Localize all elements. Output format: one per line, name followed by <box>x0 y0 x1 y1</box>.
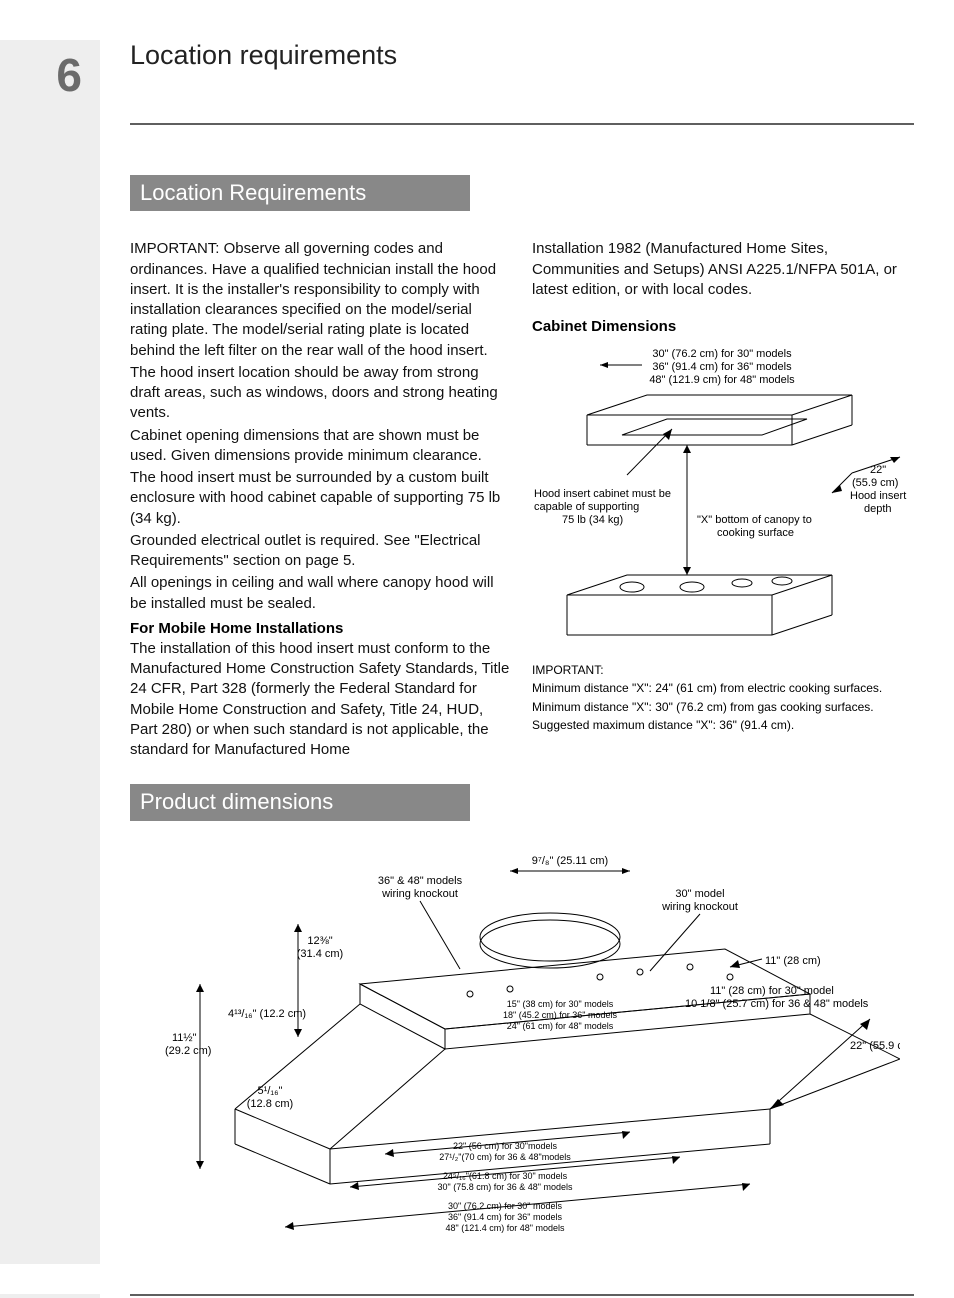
para: The installation of this hood insert mus… <box>130 639 512 761</box>
mobile-head: For Mobile Home Installations <box>130 620 512 637</box>
dim-label: 75 lb (34 kg) <box>562 514 623 526</box>
dim-label: 30" (76.2 cm) for 30" models <box>652 348 792 360</box>
bottom-bar <box>0 1294 954 1298</box>
dim-label: 36" (91.4 cm) for 36" models <box>448 1212 562 1222</box>
dim-label: 11" (28 cm) <box>765 955 821 967</box>
dim-label: 22" (55.9 cm) <box>850 1040 900 1052</box>
dim-label: 48" (121.4 cm) for 48" models <box>446 1223 565 1233</box>
dim-label: 12⅜" <box>307 935 332 947</box>
diag-note: Minimum distance "X": 24" (61 cm) from e… <box>532 680 914 696</box>
dim-label: 24" (61 cm) for 48" models <box>507 1021 614 1031</box>
dim-label: 11" (28 cm) for 30" model <box>710 985 834 997</box>
dim-label: (31.4 cm) <box>297 948 343 960</box>
dim-label: capable of supporting <box>534 501 639 513</box>
dim-label: 9⁷/₈" (25.11 cm) <box>532 855 608 867</box>
dim-label: 30" model <box>675 888 724 900</box>
dim-label: (55.9 cm) <box>852 477 898 489</box>
dim-label: (12.8 cm) <box>247 1098 293 1110</box>
dim-label: 36" & 48" models <box>378 875 463 887</box>
para: The hood insert location should be away … <box>130 363 512 424</box>
location-two-col: IMPORTANT: Observe all governing codes a… <box>130 239 914 762</box>
dim-label: 11½" <box>172 1032 197 1044</box>
page-title: Location requirements <box>130 40 914 71</box>
diag-note: IMPORTANT: <box>532 662 914 678</box>
section-head-product: Product dimensions <box>130 784 470 820</box>
dim-label: wiring knockout <box>661 901 738 913</box>
para: Grounded electrical outlet is required. … <box>130 531 512 572</box>
diag-note: Minimum distance "X": 30" (76.2 cm) from… <box>532 699 914 715</box>
para: Installation 1982 (Manufactured Home Sit… <box>532 239 914 300</box>
col-left: IMPORTANT: Observe all governing codes a… <box>130 239 512 762</box>
dim-label: cooking surface <box>717 527 794 539</box>
dim-label: 4¹³/₁₆" (12.2 cm) <box>228 1008 306 1020</box>
dim-label: 10 1/8" (25.7 cm) for 36 & 48" models <box>685 998 869 1010</box>
product-diagram: 9⁷/₈" (25.11 cm) 36" & 48" models wiring… <box>130 849 914 1264</box>
dim-label: 22" <box>870 464 886 476</box>
dim-label: 15" (38 cm) for 30" models <box>507 999 614 1009</box>
dim-label: 5¹/₁₆" <box>258 1085 283 1097</box>
col-right: Installation 1982 (Manufactured Home Sit… <box>532 239 914 762</box>
dim-label: 30" (75.8 cm) for 36 & 48" models <box>438 1182 573 1192</box>
dim-label: 18" (45.2 cm) for 36" models <box>503 1010 617 1020</box>
cabinet-diagram: 30" (76.2 cm) for 30" models 36" (91.4 c… <box>532 345 914 733</box>
page-gutter: 6 <box>0 40 100 1264</box>
dim-label: Hood insert cabinet must be <box>534 488 671 500</box>
para: The hood insert must be surrounded by a … <box>130 468 512 529</box>
dim-label: (29.2 cm) <box>165 1045 211 1057</box>
para: All openings in ceiling and wall where c… <box>130 573 512 614</box>
dim-label: Hood insert <box>850 490 906 502</box>
page-number: 6 <box>56 48 82 102</box>
section-head-location: Location Requirements <box>130 175 470 211</box>
diag-note: Suggested maximum distance "X": 36" (91.… <box>532 717 914 733</box>
para: Cabinet opening dimensions that are show… <box>130 426 512 467</box>
top-divider <box>130 123 914 125</box>
dim-label: depth <box>864 503 892 515</box>
dim-label: 36" (91.4 cm) for 36" models <box>652 361 792 373</box>
page-content: Location requirements Location Requireme… <box>130 40 914 1264</box>
cabinet-dim-head: Cabinet Dimensions <box>532 318 914 335</box>
para: IMPORTANT: Observe all governing codes a… <box>130 239 512 361</box>
dim-label: 48" (121.9 cm) for 48" models <box>649 374 795 386</box>
dim-label: wiring knockout <box>381 888 458 900</box>
dim-label: 27¹/₂"(70 cm) for 36 & 48"models <box>439 1152 571 1162</box>
dim-label: "X" bottom of canopy to <box>697 514 812 526</box>
